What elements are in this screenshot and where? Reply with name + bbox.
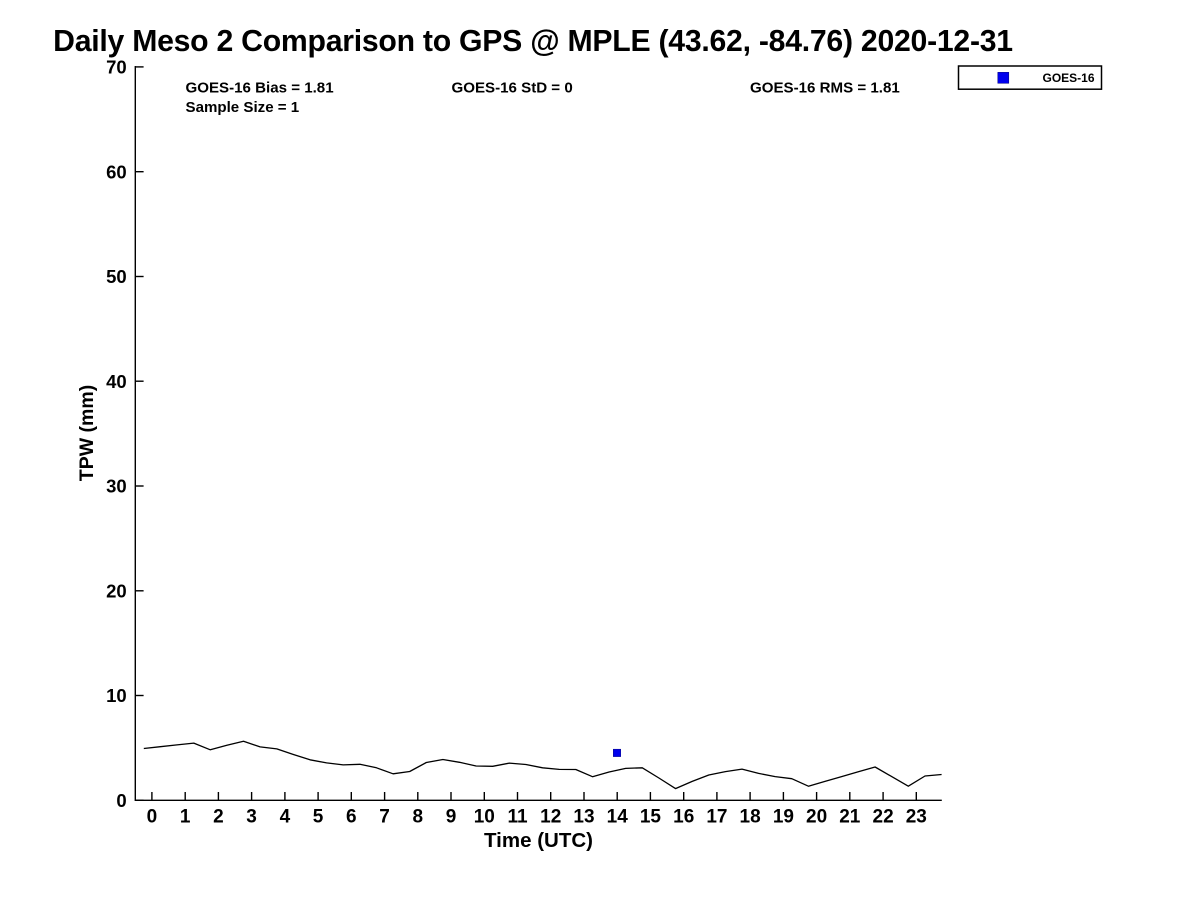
svg-text:30: 30 xyxy=(106,476,127,497)
svg-text:50: 50 xyxy=(106,266,127,287)
svg-text:60: 60 xyxy=(106,161,127,182)
svg-text:18: 18 xyxy=(740,807,761,828)
svg-text:GOES-16 Bias = 1.81: GOES-16 Bias = 1.81 xyxy=(186,80,334,97)
svg-text:4: 4 xyxy=(280,807,291,828)
svg-text:Time (UTC): Time (UTC) xyxy=(484,829,593,852)
svg-text:70: 70 xyxy=(106,57,127,78)
svg-text:15: 15 xyxy=(640,807,662,828)
svg-text:8: 8 xyxy=(413,807,424,828)
svg-text:12: 12 xyxy=(540,807,561,828)
svg-text:0: 0 xyxy=(147,807,158,828)
svg-text:Sample Size = 1: Sample Size = 1 xyxy=(186,99,300,116)
svg-text:GOES-16: GOES-16 xyxy=(1043,71,1095,85)
svg-text:16: 16 xyxy=(673,807,694,828)
svg-text:20: 20 xyxy=(806,807,827,828)
svg-text:5: 5 xyxy=(313,807,324,828)
svg-text:10: 10 xyxy=(106,685,127,706)
svg-text:13: 13 xyxy=(573,807,594,828)
svg-text:10: 10 xyxy=(474,807,495,828)
svg-text:21: 21 xyxy=(839,807,861,828)
svg-text:40: 40 xyxy=(106,371,127,392)
svg-text:22: 22 xyxy=(873,807,894,828)
svg-text:20: 20 xyxy=(106,580,127,601)
svg-text:1: 1 xyxy=(180,807,191,828)
svg-text:GOES-16 RMS = 1.81: GOES-16 RMS = 1.81 xyxy=(750,80,900,97)
svg-text:9: 9 xyxy=(446,807,457,828)
svg-text:3: 3 xyxy=(246,807,257,828)
svg-text:6: 6 xyxy=(346,807,357,828)
svg-text:11: 11 xyxy=(507,807,528,828)
svg-text:14: 14 xyxy=(607,807,629,828)
svg-text:0: 0 xyxy=(116,790,126,811)
svg-text:TPW (mm): TPW (mm) xyxy=(76,385,98,481)
svg-text:19: 19 xyxy=(773,807,794,828)
svg-text:17: 17 xyxy=(706,807,727,828)
svg-text:2: 2 xyxy=(213,807,224,828)
svg-text:23: 23 xyxy=(906,807,927,828)
svg-text:GOES-16 StD = 0: GOES-16 StD = 0 xyxy=(452,80,573,97)
svg-text:Daily Meso 2 Comparison to GPS: Daily Meso 2 Comparison to GPS @ MPLE (4… xyxy=(53,25,1013,58)
svg-text:7: 7 xyxy=(379,807,390,828)
